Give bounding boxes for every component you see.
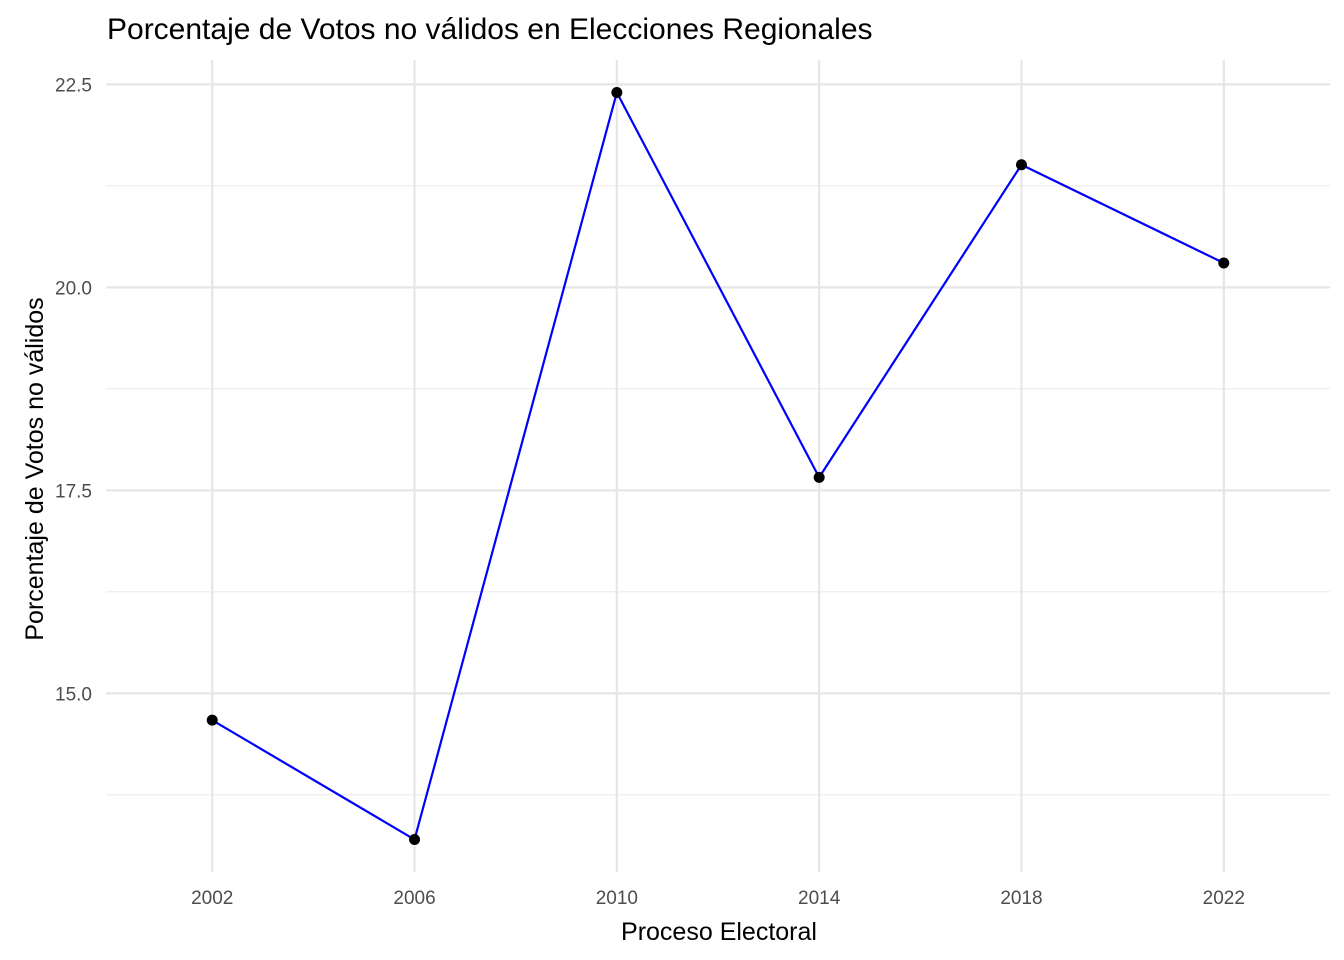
data-point [813, 471, 825, 483]
chart-title: Porcentaje de Votos no válidos en Elecci… [107, 13, 873, 46]
y-tick-label: 20.0 [55, 278, 92, 299]
x-axis-title: Proceso Electoral [621, 918, 817, 946]
data-point [1015, 159, 1027, 171]
x-tick-label: 2002 [191, 888, 233, 909]
data-point [611, 86, 623, 98]
data-point [1218, 257, 1230, 269]
x-tick-label: 2006 [393, 888, 435, 909]
series-group [206, 86, 1230, 846]
tick-labels: 2002 2006 2010 2014 2018 2022 15.0 17.5 20.0 22.5 [55, 75, 1245, 909]
y-axis-title: Porcentaje de Votos no válidos [21, 297, 49, 640]
y-tick-label: 17.5 [55, 481, 92, 502]
x-tick-label: 2014 [798, 888, 841, 909]
grid [106, 60, 1330, 872]
y-tick-label: 15.0 [55, 684, 92, 705]
x-tick-label: 2018 [1000, 888, 1042, 909]
x-tick-label: 2022 [1203, 888, 1245, 909]
x-tick-label: 2010 [596, 888, 638, 909]
data-point [206, 714, 218, 726]
series-line [211, 91, 1225, 841]
data-point [409, 834, 421, 846]
y-tick-label: 22.5 [55, 75, 92, 96]
